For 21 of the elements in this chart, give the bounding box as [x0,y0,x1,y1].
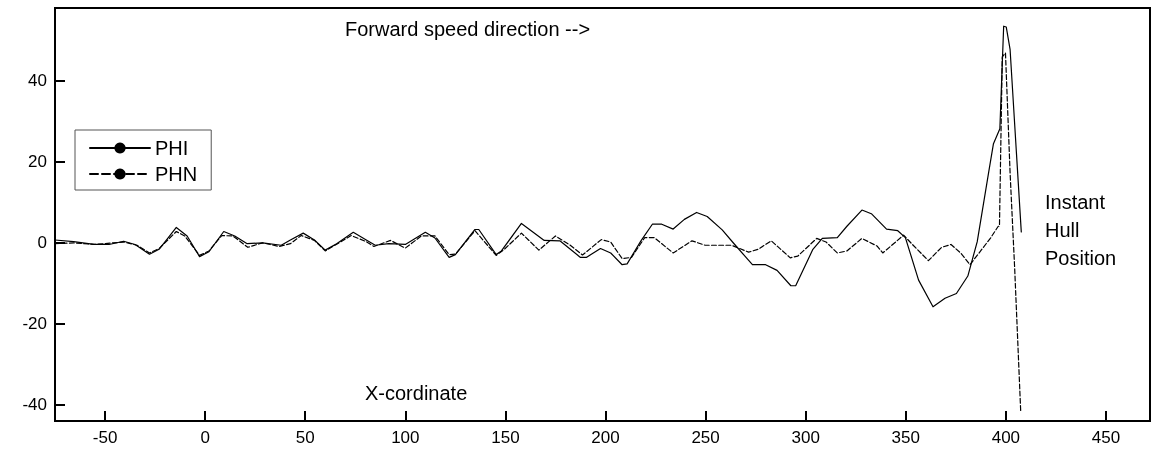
x-tick-label: 150 [491,428,520,447]
annotation: Forward speed direction --> [345,18,591,40]
x-tick-label: 300 [791,428,820,447]
legend-label: PHI [155,137,189,159]
x-tick-label: 350 [891,428,920,447]
x-tick-label: 200 [591,428,620,447]
x-tick-label: 400 [991,428,1021,447]
x-tick-label: 0 [200,428,210,447]
y-tick-label: -40 [22,395,47,415]
y-tick-label: 40 [28,71,47,91]
x-tick-label: 100 [391,428,420,447]
y-tick-label: 20 [28,152,47,172]
annotation: Instant Hull Position [1045,191,1117,269]
x-axis-title: X-cordinate [365,382,468,404]
x-tick-label: 450 [1091,428,1121,447]
y-tick-label: -20 [22,314,47,334]
y-tick-label: 0 [37,233,47,253]
x-tick-label: -50 [92,428,118,447]
legend-label: PHN [155,163,198,185]
x-tick-label: 50 [295,428,315,447]
x-tick-label: 250 [691,428,720,447]
